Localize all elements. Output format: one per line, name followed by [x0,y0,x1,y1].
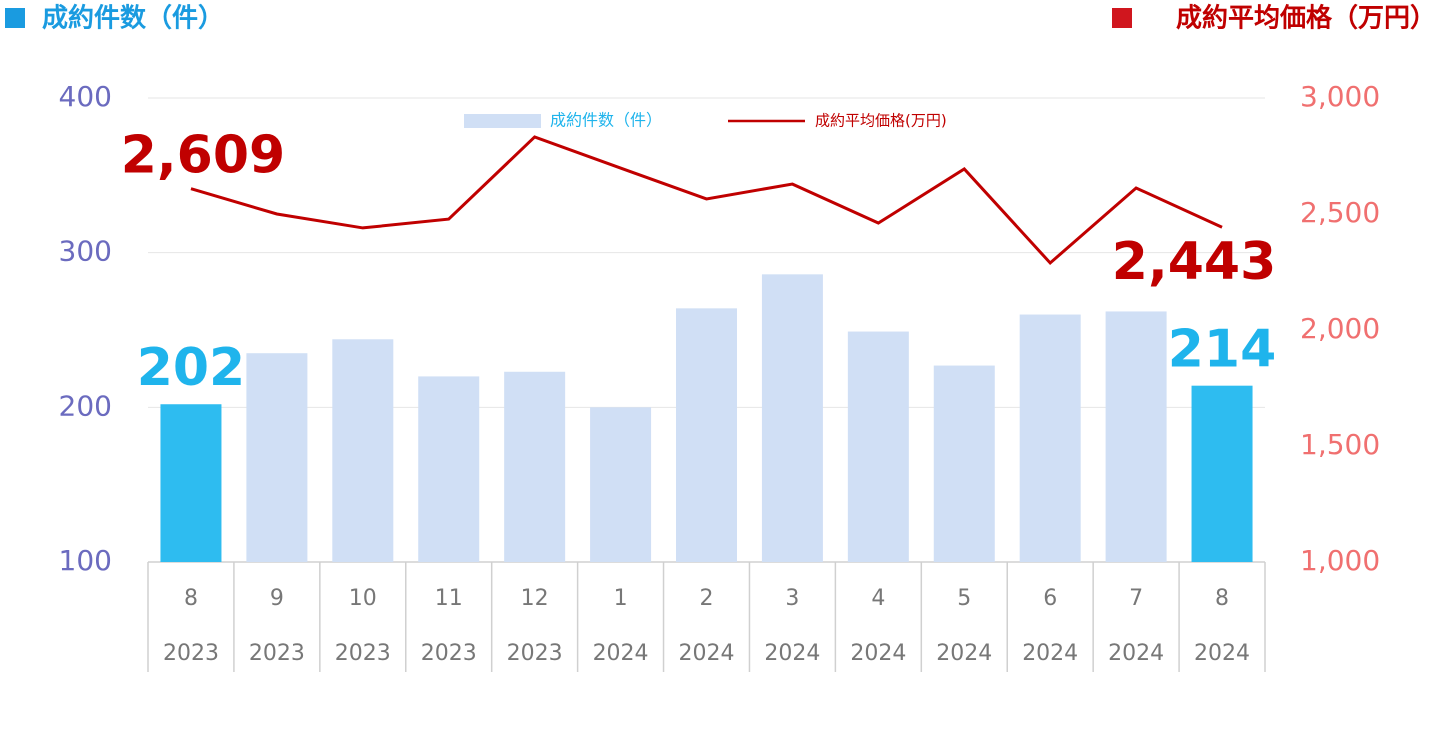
bar [246,353,308,562]
x-tick-label: 6 [1043,586,1057,611]
x-year-label: 2023 [249,641,305,666]
x-tick-label: 3 [785,586,799,611]
line [190,135,1223,266]
data-label: 2,609 [121,126,285,186]
x-year-label: 2023 [421,641,477,666]
y2-tick-label: 2,000 [1300,312,1380,345]
left-title: 成約件数（件） [42,3,224,34]
data-label: 2,443 [1112,232,1276,292]
bar [332,339,394,562]
bar [1191,385,1253,562]
x-year-label: 2024 [850,641,906,666]
y2-tick-label: 1,000 [1300,544,1380,577]
x-year-label: 2023 [163,641,219,666]
x-tick-label: 4 [871,586,885,611]
data-label: 202 [137,338,246,398]
y2-tick-label: 3,000 [1300,80,1380,113]
right-title: 成約平均価格（万円） [1176,3,1436,34]
bar [590,407,652,562]
x-tick-label: 1 [614,586,628,611]
legend-swatch [464,114,541,128]
legend-label: 成約件数（件） [550,111,662,130]
x-year-label: 2024 [1194,641,1250,666]
legend-label: 成約平均価格(万円) [815,112,947,130]
bar [761,274,823,562]
x-year-label: 2024 [764,641,820,666]
x-year-label: 2024 [1022,641,1078,666]
bar [933,365,995,562]
bar [418,376,480,562]
y2-tick-label: 1,500 [1300,428,1380,461]
x-tick-label: 11 [435,586,463,611]
title-marker [1112,8,1132,28]
y-tick-label: 200 [59,389,112,422]
bar [1105,311,1167,562]
x-tick-label: 7 [1129,586,1143,611]
bar [676,308,737,562]
x-tick-label: 9 [270,586,284,611]
x-year-label: 2024 [936,641,992,666]
y-tick-label: 400 [59,80,112,113]
y-tick-label: 100 [59,544,112,577]
bar [160,404,222,562]
x-year-label: 2024 [593,641,649,666]
bar [847,331,909,562]
y-tick-label: 300 [59,235,112,268]
title-marker [5,8,25,28]
y2-tick-label: 2,500 [1300,196,1380,229]
x-year-label: 2023 [335,641,391,666]
bar [504,371,566,562]
x-tick-label: 8 [1215,586,1229,611]
x-tick-label: 5 [957,586,971,611]
x-year-label: 2023 [507,641,563,666]
x-tick-label: 2 [700,586,714,611]
data-label: 214 [1168,320,1277,380]
x-tick-label: 8 [184,586,198,611]
x-tick-label: 12 [521,586,549,611]
bar [1019,314,1081,562]
x-year-label: 2024 [1108,641,1164,666]
x-tick-label: 10 [349,586,377,611]
x-year-label: 2024 [679,641,735,666]
